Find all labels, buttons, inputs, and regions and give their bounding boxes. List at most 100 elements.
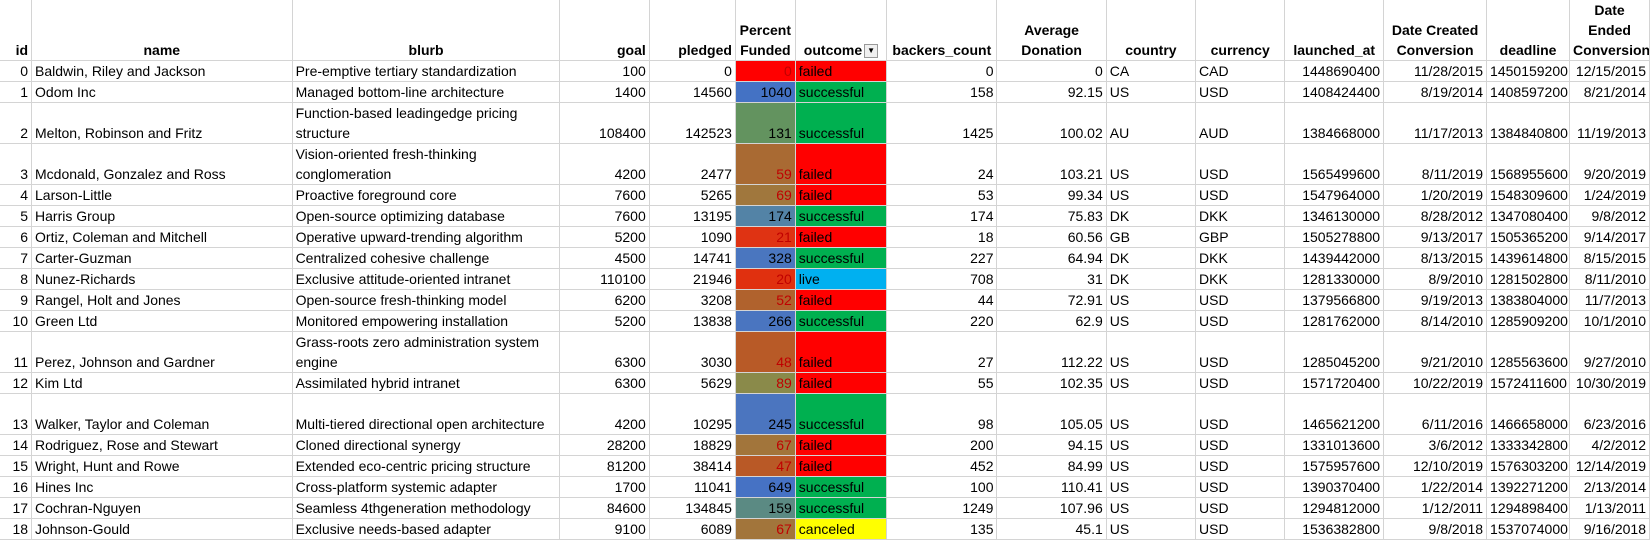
cell-percent-funded[interactable]: 59 (735, 143, 796, 185)
cell-currency[interactable]: DKK (1195, 247, 1286, 269)
cell-currency[interactable]: USD (1195, 434, 1286, 456)
cell-blurb[interactable]: Vision-oriented fresh-thinking conglomer… (292, 143, 561, 185)
cell-launched-at[interactable]: 1448690400 (1284, 60, 1385, 82)
cell-deadline[interactable]: 1537074000 (1486, 518, 1571, 540)
table-row[interactable]: 2 Melton, Robinson and Fritz Function-base… (0, 102, 1650, 144)
cell-backers-count[interactable]: 18 (886, 226, 998, 248)
cell-outcome[interactable]: successful (795, 497, 888, 519)
cell-currency[interactable]: USD (1195, 331, 1286, 373)
cell-deadline[interactable]: 1294898400 (1486, 497, 1571, 519)
cell-launched-at[interactable]: 1536382800 (1284, 518, 1385, 540)
cell-id[interactable]: 16 (0, 476, 33, 498)
cell-id[interactable]: 8 (0, 268, 33, 290)
cell-deadline[interactable]: 1439614800 (1486, 247, 1571, 269)
cell-backers-count[interactable]: 1249 (886, 497, 998, 519)
header-id[interactable]: id (0, 0, 33, 61)
cell-backers-count[interactable]: 227 (886, 247, 998, 269)
cell-country[interactable]: US (1106, 497, 1197, 519)
cell-name[interactable]: Melton, Robinson and Fritz (31, 102, 293, 144)
cell-deadline[interactable]: 1568955600 (1486, 143, 1571, 185)
cell-country[interactable]: DK (1106, 268, 1197, 290)
cell-deadline[interactable]: 1333342800 (1486, 434, 1571, 456)
cell-goal[interactable]: 7600 (559, 205, 650, 227)
cell-average-donation[interactable]: 45.1 (996, 518, 1107, 540)
cell-blurb[interactable]: Exclusive needs-based adapter (292, 518, 561, 540)
cell-currency[interactable]: AUD (1195, 102, 1286, 144)
cell-blurb[interactable]: Cloned directional synergy (292, 434, 561, 456)
cell-date-created[interactable]: 8/13/2015 (1383, 247, 1488, 269)
cell-country[interactable]: US (1106, 372, 1197, 394)
cell-date-created[interactable]: 1/12/2011 (1383, 497, 1488, 519)
cell-currency[interactable]: USD (1195, 455, 1286, 477)
cell-backers-count[interactable]: 100 (886, 476, 998, 498)
cell-average-donation[interactable]: 92.15 (996, 81, 1107, 103)
cell-outcome[interactable]: successful (795, 205, 888, 227)
cell-id[interactable]: 0 (0, 60, 33, 82)
table-row[interactable]: 8 Nunez-Richards Exclusive attitude-orient… (0, 268, 1650, 290)
cell-id[interactable]: 1 (0, 81, 33, 103)
cell-goal[interactable]: 100 (559, 60, 650, 82)
cell-blurb[interactable]: Seamless 4thgeneration methodology (292, 497, 561, 519)
cell-blurb[interactable]: Open-source fresh-thinking model (292, 289, 561, 311)
cell-backers-count[interactable]: 44 (886, 289, 998, 311)
cell-average-donation[interactable]: 110.41 (996, 476, 1107, 498)
cell-date-ended[interactable]: 10/30/2019 (1569, 372, 1650, 394)
cell-deadline[interactable]: 1466658000 (1486, 393, 1571, 435)
cell-currency[interactable]: USD (1195, 518, 1286, 540)
cell-average-donation[interactable]: 107.96 (996, 497, 1107, 519)
cell-deadline[interactable]: 1408597200 (1486, 81, 1571, 103)
cell-date-ended[interactable]: 9/8/2012 (1569, 205, 1650, 227)
cell-goal[interactable]: 1400 (559, 81, 650, 103)
cell-outcome[interactable]: successful (795, 247, 888, 269)
cell-date-ended[interactable]: 11/7/2013 (1569, 289, 1650, 311)
cell-percent-funded[interactable]: 67 (735, 518, 796, 540)
cell-percent-funded[interactable]: 131 (735, 102, 796, 144)
cell-percent-funded[interactable]: 245 (735, 393, 796, 435)
cell-outcome[interactable]: failed (795, 226, 888, 248)
cell-id[interactable]: 4 (0, 184, 33, 206)
cell-country[interactable]: US (1106, 455, 1197, 477)
cell-pledged[interactable]: 6089 (649, 518, 736, 540)
cell-launched-at[interactable]: 1408424400 (1284, 81, 1385, 103)
cell-average-donation[interactable]: 100.02 (996, 102, 1107, 144)
cell-percent-funded[interactable]: 174 (735, 205, 796, 227)
cell-goal[interactable]: 4200 (559, 143, 650, 185)
cell-deadline[interactable]: 1576303200 (1486, 455, 1571, 477)
cell-date-ended[interactable]: 9/14/2017 (1569, 226, 1650, 248)
cell-percent-funded[interactable]: 69 (735, 184, 796, 206)
cell-country[interactable]: DK (1106, 247, 1197, 269)
cell-backers-count[interactable]: 1425 (886, 102, 998, 144)
cell-percent-funded[interactable]: 1040 (735, 81, 796, 103)
cell-launched-at[interactable]: 1390370400 (1284, 476, 1385, 498)
header-name[interactable]: name (31, 0, 293, 61)
header-backers-count[interactable]: backers_count (886, 0, 998, 61)
cell-percent-funded[interactable]: 52 (735, 289, 796, 311)
cell-average-donation[interactable]: 72.91 (996, 289, 1107, 311)
cell-date-ended[interactable]: 8/15/2015 (1569, 247, 1650, 269)
cell-average-donation[interactable]: 112.22 (996, 331, 1107, 373)
cell-country[interactable]: DK (1106, 205, 1197, 227)
cell-launched-at[interactable]: 1571720400 (1284, 372, 1385, 394)
cell-deadline[interactable]: 1392271200 (1486, 476, 1571, 498)
cell-pledged[interactable]: 0 (649, 60, 736, 82)
table-row[interactable]: 4 Larson-Little Proactive foreground core 7… (0, 184, 1650, 206)
cell-outcome[interactable]: failed (795, 60, 888, 82)
cell-percent-funded[interactable]: 48 (735, 331, 796, 373)
cell-country[interactable]: US (1106, 143, 1197, 185)
cell-id[interactable]: 10 (0, 310, 33, 332)
cell-outcome[interactable]: failed (795, 434, 888, 456)
cell-average-donation[interactable]: 105.05 (996, 393, 1107, 435)
cell-name[interactable]: Ortiz, Coleman and Mitchell (31, 226, 293, 248)
cell-pledged[interactable]: 13838 (649, 310, 736, 332)
table-row[interactable]: 0 Baldwin, Riley and Jackson Pre-emptive t… (0, 60, 1650, 82)
cell-pledged[interactable]: 11041 (649, 476, 736, 498)
cell-goal[interactable]: 9100 (559, 518, 650, 540)
cell-average-donation[interactable]: 62.9 (996, 310, 1107, 332)
table-row[interactable]: 7 Carter-Guzman Centralized cohesive chall… (0, 247, 1650, 269)
cell-id[interactable]: 2 (0, 102, 33, 144)
cell-country[interactable]: CA (1106, 60, 1197, 82)
cell-blurb[interactable]: Operative upward-trending algorithm (292, 226, 561, 248)
cell-country[interactable]: US (1106, 518, 1197, 540)
cell-date-created[interactable]: 8/28/2012 (1383, 205, 1488, 227)
cell-date-created[interactable]: 8/9/2010 (1383, 268, 1488, 290)
